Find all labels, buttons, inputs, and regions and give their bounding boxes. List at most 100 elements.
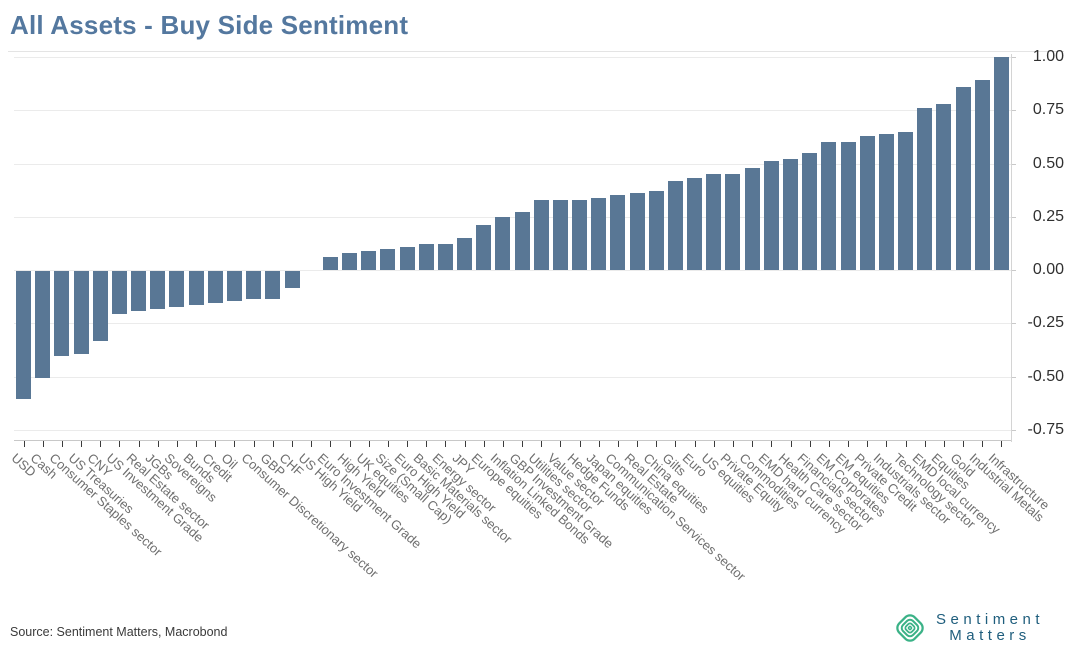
x-axis-tick — [23, 441, 25, 447]
x-axis-tick — [560, 441, 562, 447]
x-axis-tick — [292, 441, 293, 447]
x-axis-tick — [483, 441, 485, 447]
x-axis-tick — [617, 441, 619, 447]
gridline — [14, 110, 1011, 112]
x-axis-tick — [963, 441, 965, 447]
x-axis-tick — [253, 441, 255, 447]
y-tick-label: -0.50 — [1027, 367, 1064, 385]
brand-wordmark: Sentiment Matters — [936, 612, 1044, 644]
bar — [591, 197, 607, 270]
gridline — [14, 216, 1011, 218]
bar — [648, 191, 664, 270]
x-axis-tick — [790, 441, 792, 447]
y-axis-tick — [1011, 110, 1016, 112]
bar — [322, 257, 338, 270]
bar — [783, 159, 798, 270]
y-tick-label: -0.75 — [1027, 420, 1064, 438]
bar — [610, 195, 626, 270]
y-tick-label: 0.00 — [1032, 261, 1064, 278]
bar — [955, 86, 971, 270]
y-tick-label: 0.75 — [1032, 101, 1064, 119]
y-axis-tick — [1011, 57, 1016, 58]
x-axis-tick — [905, 441, 907, 447]
gridline — [14, 323, 1011, 325]
bar — [687, 178, 703, 270]
bar — [380, 248, 396, 270]
x-axis-tick — [771, 441, 773, 447]
y-tick-label: -0.25 — [1027, 314, 1064, 332]
bar — [207, 271, 223, 303]
bar — [188, 271, 204, 306]
bar — [16, 271, 32, 399]
bar — [572, 199, 588, 270]
bar — [342, 252, 358, 270]
bar — [284, 271, 300, 289]
x-axis-tick — [215, 441, 217, 447]
brand-line-2: Matters — [949, 627, 1031, 644]
x-axis-tick — [752, 441, 754, 447]
title-divider — [8, 51, 1064, 52]
gridline — [14, 429, 1011, 431]
x-axis-tick — [502, 441, 504, 447]
bar — [898, 131, 914, 270]
concentric-diamond-icon — [896, 614, 924, 642]
x-axis-tick — [732, 441, 734, 447]
bar — [399, 246, 415, 270]
x-axis-tick — [1001, 441, 1003, 447]
x-axis-tick — [61, 441, 63, 447]
bar — [73, 271, 89, 355]
bar — [840, 142, 856, 270]
bar — [150, 271, 166, 310]
page-title: All Assets - Buy Side Sentiment — [10, 10, 409, 40]
y-tick-label: 0.25 — [1032, 207, 1064, 225]
x-axis-tick — [138, 441, 140, 447]
x-axis-tick — [349, 441, 351, 447]
y-axis-tick — [1011, 429, 1016, 431]
x-axis-tick — [81, 441, 83, 447]
x-axis-tick — [637, 441, 639, 447]
bar — [361, 250, 377, 270]
y-axis-tick — [1011, 163, 1016, 165]
bar — [226, 271, 242, 301]
brand-line-1: Sentiment — [936, 611, 1045, 628]
bar — [169, 271, 185, 308]
x-axis-tick — [848, 441, 850, 447]
x-axis-tick — [982, 441, 984, 447]
x-axis-tick — [387, 441, 389, 447]
bar — [744, 167, 760, 270]
x-axis-tick — [330, 441, 332, 447]
bar — [802, 152, 818, 270]
x-axis-tick — [924, 441, 926, 447]
x-axis-tick — [579, 441, 581, 447]
y-axis-line — [1011, 54, 1012, 442]
x-axis-tick — [598, 441, 600, 447]
y-tick-label: 0.50 — [1032, 154, 1064, 172]
source-note: Source: Sentiment Matters, Macrobond — [10, 625, 228, 639]
x-axis-tick — [656, 441, 658, 447]
bar — [936, 103, 952, 270]
x-axis-tick — [886, 441, 888, 447]
bar — [457, 238, 473, 270]
gridline — [14, 376, 1011, 378]
x-axis-tick — [541, 441, 543, 447]
gridline — [14, 270, 1011, 271]
bar — [821, 142, 837, 270]
y-axis-tick — [1011, 323, 1016, 325]
x-axis-tick — [157, 441, 159, 447]
bar — [878, 133, 894, 270]
bar — [476, 225, 492, 270]
bar — [974, 80, 990, 270]
x-axis-tick — [675, 441, 677, 447]
bar — [917, 108, 933, 270]
bar — [54, 271, 70, 357]
x-axis-line — [14, 440, 1011, 441]
bar — [763, 161, 779, 270]
bar — [131, 271, 147, 312]
bar — [418, 244, 434, 270]
y-axis-tick — [1011, 376, 1016, 378]
bar — [629, 193, 645, 270]
gridline — [14, 163, 1011, 165]
x-axis-tick — [272, 441, 274, 447]
x-axis-tick — [234, 441, 236, 447]
